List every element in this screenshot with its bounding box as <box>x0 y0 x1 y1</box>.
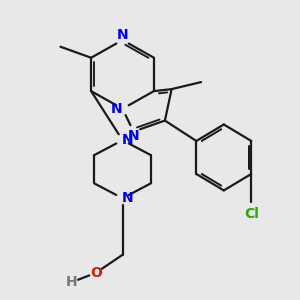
Text: O: O <box>90 266 102 280</box>
Text: Cl: Cl <box>244 207 259 221</box>
Text: N: N <box>122 133 134 147</box>
Text: N: N <box>128 129 139 143</box>
Text: N: N <box>117 28 128 42</box>
Text: H: H <box>66 275 77 289</box>
Text: N: N <box>111 102 123 116</box>
Text: N: N <box>122 191 134 205</box>
